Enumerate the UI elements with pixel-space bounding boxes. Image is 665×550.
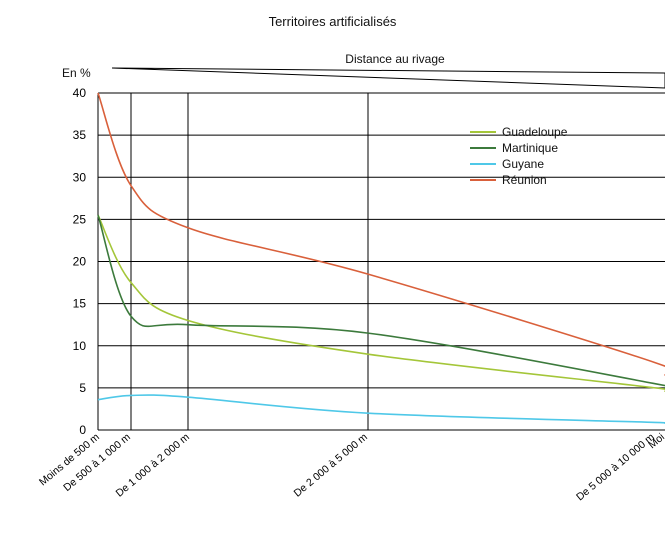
legend-swatch	[470, 163, 496, 165]
series-line	[97, 394, 665, 425]
y-tick-label: 0	[79, 423, 86, 437]
y-tick-label: 40	[73, 86, 87, 100]
legend-swatch	[470, 131, 496, 133]
y-tick-label: 35	[73, 128, 87, 142]
y-tick-label: 20	[73, 255, 87, 269]
series-line	[97, 214, 665, 389]
legend-item: Martinique	[470, 140, 567, 156]
legend: Guadeloupe Martinique Guyane Réunion	[470, 124, 567, 188]
x-tick-label: De 5 000 à 10 000 m	[574, 431, 657, 503]
legend-swatch	[470, 179, 496, 181]
series-line	[97, 92, 665, 377]
legend-label: Guadeloupe	[502, 125, 568, 139]
legend-item: Guadeloupe	[470, 124, 567, 140]
y-tick-label: 25	[73, 212, 87, 226]
legend-label: Martinique	[502, 141, 559, 155]
legend-label: Réunion	[502, 173, 547, 187]
y-tick-label: 15	[73, 297, 87, 311]
legend-item: Réunion	[470, 172, 567, 188]
distance-wedge	[111, 67, 665, 89]
legend-swatch	[470, 147, 496, 149]
y-tick-label: 5	[79, 381, 86, 395]
y-tick-label: 30	[73, 170, 87, 184]
y-axis-label: En %	[62, 66, 91, 80]
series-line	[97, 214, 665, 393]
legend-label: Guyane	[502, 157, 545, 171]
chart-title: Territoires artificialisés	[268, 14, 397, 29]
y-tick-label: 10	[73, 339, 87, 353]
x-tick-label: De 2 000 à 5 000 m	[292, 431, 371, 500]
legend-item: Guyane	[470, 156, 567, 172]
chart-subtitle: Distance au rivage	[345, 52, 445, 66]
